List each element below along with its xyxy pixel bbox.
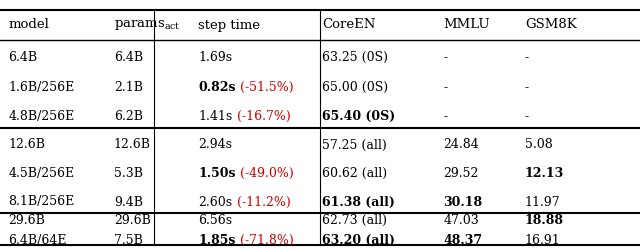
- Text: GSM8K: GSM8K: [525, 18, 577, 32]
- Text: 12.6B: 12.6B: [8, 138, 45, 151]
- Text: 7.5B: 7.5B: [114, 234, 143, 247]
- Text: -: -: [444, 51, 447, 64]
- Text: 12.6B: 12.6B: [114, 138, 151, 151]
- Text: 29.6B: 29.6B: [114, 214, 151, 227]
- Text: 2.94s: 2.94s: [198, 138, 232, 151]
- Text: (-71.8%): (-71.8%): [236, 234, 294, 247]
- Text: 1.6B/256E: 1.6B/256E: [8, 81, 75, 94]
- Text: 61.38 (all): 61.38 (all): [322, 196, 395, 208]
- Text: 65.00 (0S): 65.00 (0S): [322, 81, 388, 94]
- Text: -: -: [444, 81, 447, 94]
- Text: 57.25 (all): 57.25 (all): [322, 138, 387, 151]
- Text: 29.6B: 29.6B: [8, 214, 45, 227]
- Text: 11.97: 11.97: [525, 196, 561, 208]
- Text: 65.40 (0S): 65.40 (0S): [322, 110, 395, 123]
- Text: 1.85s: 1.85s: [198, 234, 236, 247]
- Text: 29.52: 29.52: [444, 167, 479, 180]
- Text: 5.3B: 5.3B: [114, 167, 143, 180]
- Text: 48.37: 48.37: [444, 234, 483, 247]
- Text: 6.56s: 6.56s: [198, 214, 232, 227]
- Text: 6.4B: 6.4B: [114, 51, 143, 64]
- Text: 5.08: 5.08: [525, 138, 552, 151]
- Text: -: -: [525, 110, 529, 123]
- Text: CoreEN: CoreEN: [322, 18, 375, 32]
- Text: (-11.2%): (-11.2%): [232, 196, 291, 208]
- Text: 6.4B/64E: 6.4B/64E: [8, 234, 67, 247]
- Text: 16.91: 16.91: [525, 234, 561, 247]
- Text: 6.2B: 6.2B: [114, 110, 143, 123]
- Text: 4.5B/256E: 4.5B/256E: [8, 167, 74, 180]
- Text: 30.18: 30.18: [444, 196, 483, 208]
- Text: -: -: [525, 81, 529, 94]
- Text: model: model: [8, 18, 49, 32]
- Text: (-51.5%): (-51.5%): [236, 81, 294, 94]
- Text: -: -: [444, 110, 447, 123]
- Text: 63.20 (all): 63.20 (all): [322, 234, 395, 247]
- Text: 47.03: 47.03: [444, 214, 479, 227]
- Text: (-16.7%): (-16.7%): [233, 110, 291, 123]
- Text: 12.13: 12.13: [525, 167, 564, 180]
- Text: params$_{\mathregular{act}}$: params$_{\mathregular{act}}$: [114, 18, 180, 32]
- Text: 18.88: 18.88: [525, 214, 564, 227]
- Text: 2.1B: 2.1B: [114, 81, 143, 94]
- Text: 1.50s: 1.50s: [198, 167, 236, 180]
- Text: 62.73 (all): 62.73 (all): [322, 214, 387, 227]
- Text: 8.1B/256E: 8.1B/256E: [8, 196, 75, 208]
- Text: step time: step time: [198, 18, 260, 32]
- Text: 60.62 (all): 60.62 (all): [322, 167, 387, 180]
- Text: -: -: [525, 51, 529, 64]
- Text: 0.82s: 0.82s: [198, 81, 236, 94]
- Text: (-49.0%): (-49.0%): [236, 167, 294, 180]
- Text: 1.41s: 1.41s: [198, 110, 233, 123]
- Text: 1.69s: 1.69s: [198, 51, 232, 64]
- Text: 9.4B: 9.4B: [114, 196, 143, 208]
- Text: 4.8B/256E: 4.8B/256E: [8, 110, 75, 123]
- Text: 63.25 (0S): 63.25 (0S): [322, 51, 388, 64]
- Text: MMLU: MMLU: [444, 18, 490, 32]
- Text: 24.84: 24.84: [444, 138, 479, 151]
- Text: 2.60s: 2.60s: [198, 196, 232, 208]
- Text: 6.4B: 6.4B: [8, 51, 38, 64]
